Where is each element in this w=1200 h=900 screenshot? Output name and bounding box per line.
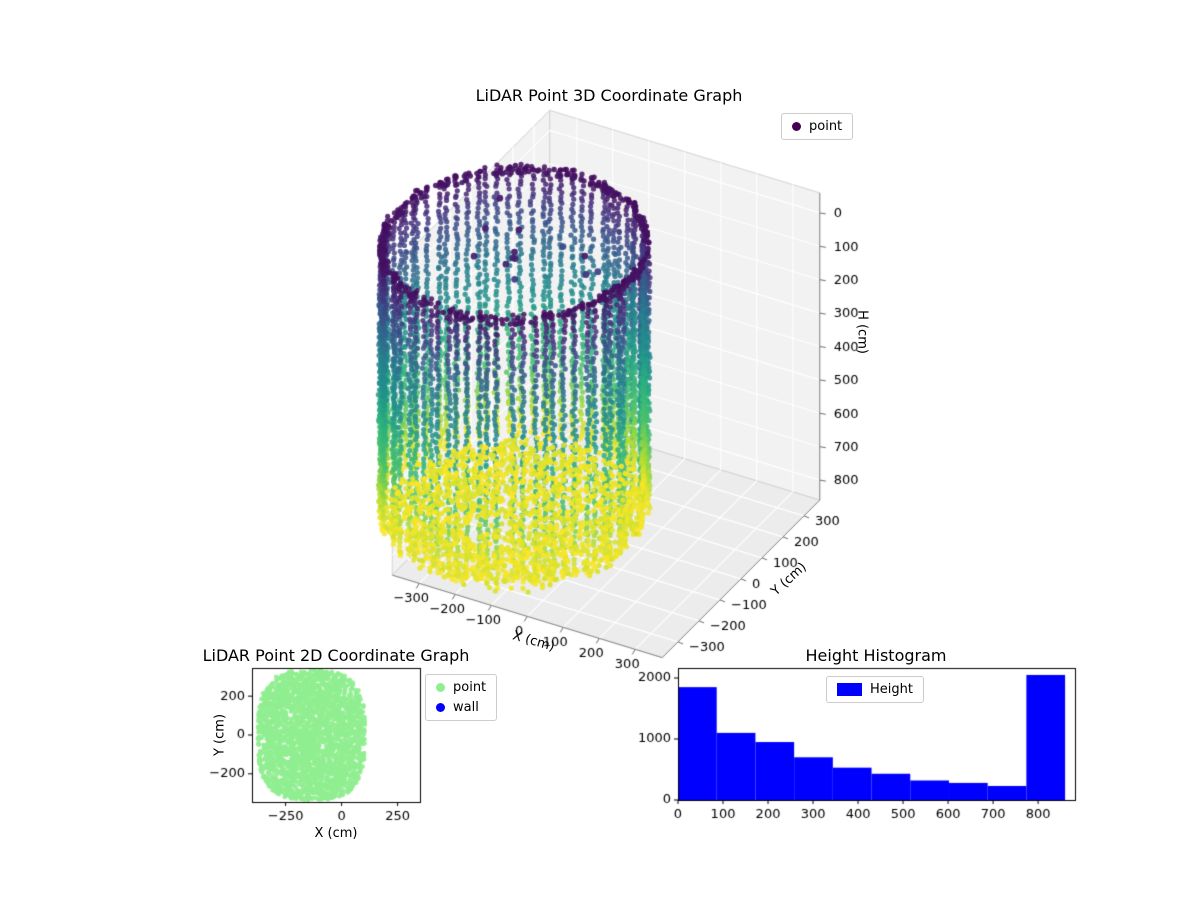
- legend-label: point: [453, 680, 487, 695]
- legend-entry-point: point: [436, 680, 486, 695]
- legend-entry-height: Height: [837, 682, 913, 697]
- legend-label: Height: [870, 682, 913, 697]
- legend-label: wall: [453, 700, 479, 715]
- legend-label: point: [809, 119, 843, 134]
- plot3d-legend: point: [781, 113, 854, 140]
- plot3d-title: LiDAR Point 3D Coordinate Graph: [475, 86, 743, 105]
- height-legend-patch-icon: [837, 683, 862, 696]
- plot2d-title: LiDAR Point 2D Coordinate Graph: [202, 646, 470, 665]
- point-legend-marker-icon: [792, 122, 801, 131]
- histogram-title: Height Histogram: [805, 646, 947, 665]
- legend-entry-point: point: [792, 119, 842, 134]
- plot2d-legend: point wall: [425, 674, 498, 721]
- wall-legend-marker-icon: [436, 703, 445, 712]
- plot3d-haxis-label: H (cm): [854, 310, 870, 354]
- histogram-legend: Height: [826, 676, 924, 703]
- plot2d-xaxis-label: X (cm): [314, 826, 358, 841]
- legend-entry-wall: wall: [436, 700, 486, 715]
- plot2d-yaxis-label: Y (cm): [212, 713, 228, 757]
- point-legend-marker-icon: [436, 683, 445, 692]
